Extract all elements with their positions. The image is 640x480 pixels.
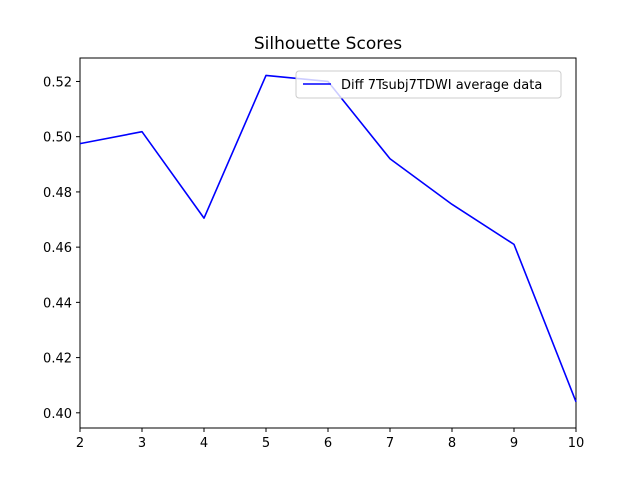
y-tick-label: 0.46 (43, 241, 72, 256)
x-tick-label: 10 (568, 436, 585, 451)
y-tick-label: 0.42 (43, 352, 72, 367)
chart-title: Silhouette Scores (254, 34, 402, 54)
x-tick-label: 9 (510, 436, 518, 451)
x-tick-label: 5 (262, 436, 270, 451)
y-axis: 0.40 0.42 0.44 0.46 0.48 0.50 0.52 (43, 75, 80, 422)
legend: Diff 7Tsubj7TDWI average data (295, 70, 562, 99)
x-tick-label: 8 (448, 436, 456, 451)
y-tick-label: 0.44 (43, 296, 72, 311)
x-tick-label: 2 (76, 436, 84, 451)
x-tick-label: 4 (200, 436, 208, 451)
x-tick-label: 6 (324, 436, 332, 451)
y-tick-label: 0.52 (43, 75, 72, 90)
y-tick-label: 0.40 (43, 407, 72, 422)
legend-label: Diff 7Tsubj7TDWI average data (341, 78, 542, 93)
x-tick-label: 3 (138, 436, 146, 451)
legend-box (295, 70, 562, 99)
y-tick-label: 0.50 (43, 131, 72, 146)
x-tick-label: 7 (386, 436, 394, 451)
x-axis: 2 3 4 5 6 7 8 9 10 (76, 428, 584, 451)
y-tick-label: 0.48 (43, 186, 72, 201)
